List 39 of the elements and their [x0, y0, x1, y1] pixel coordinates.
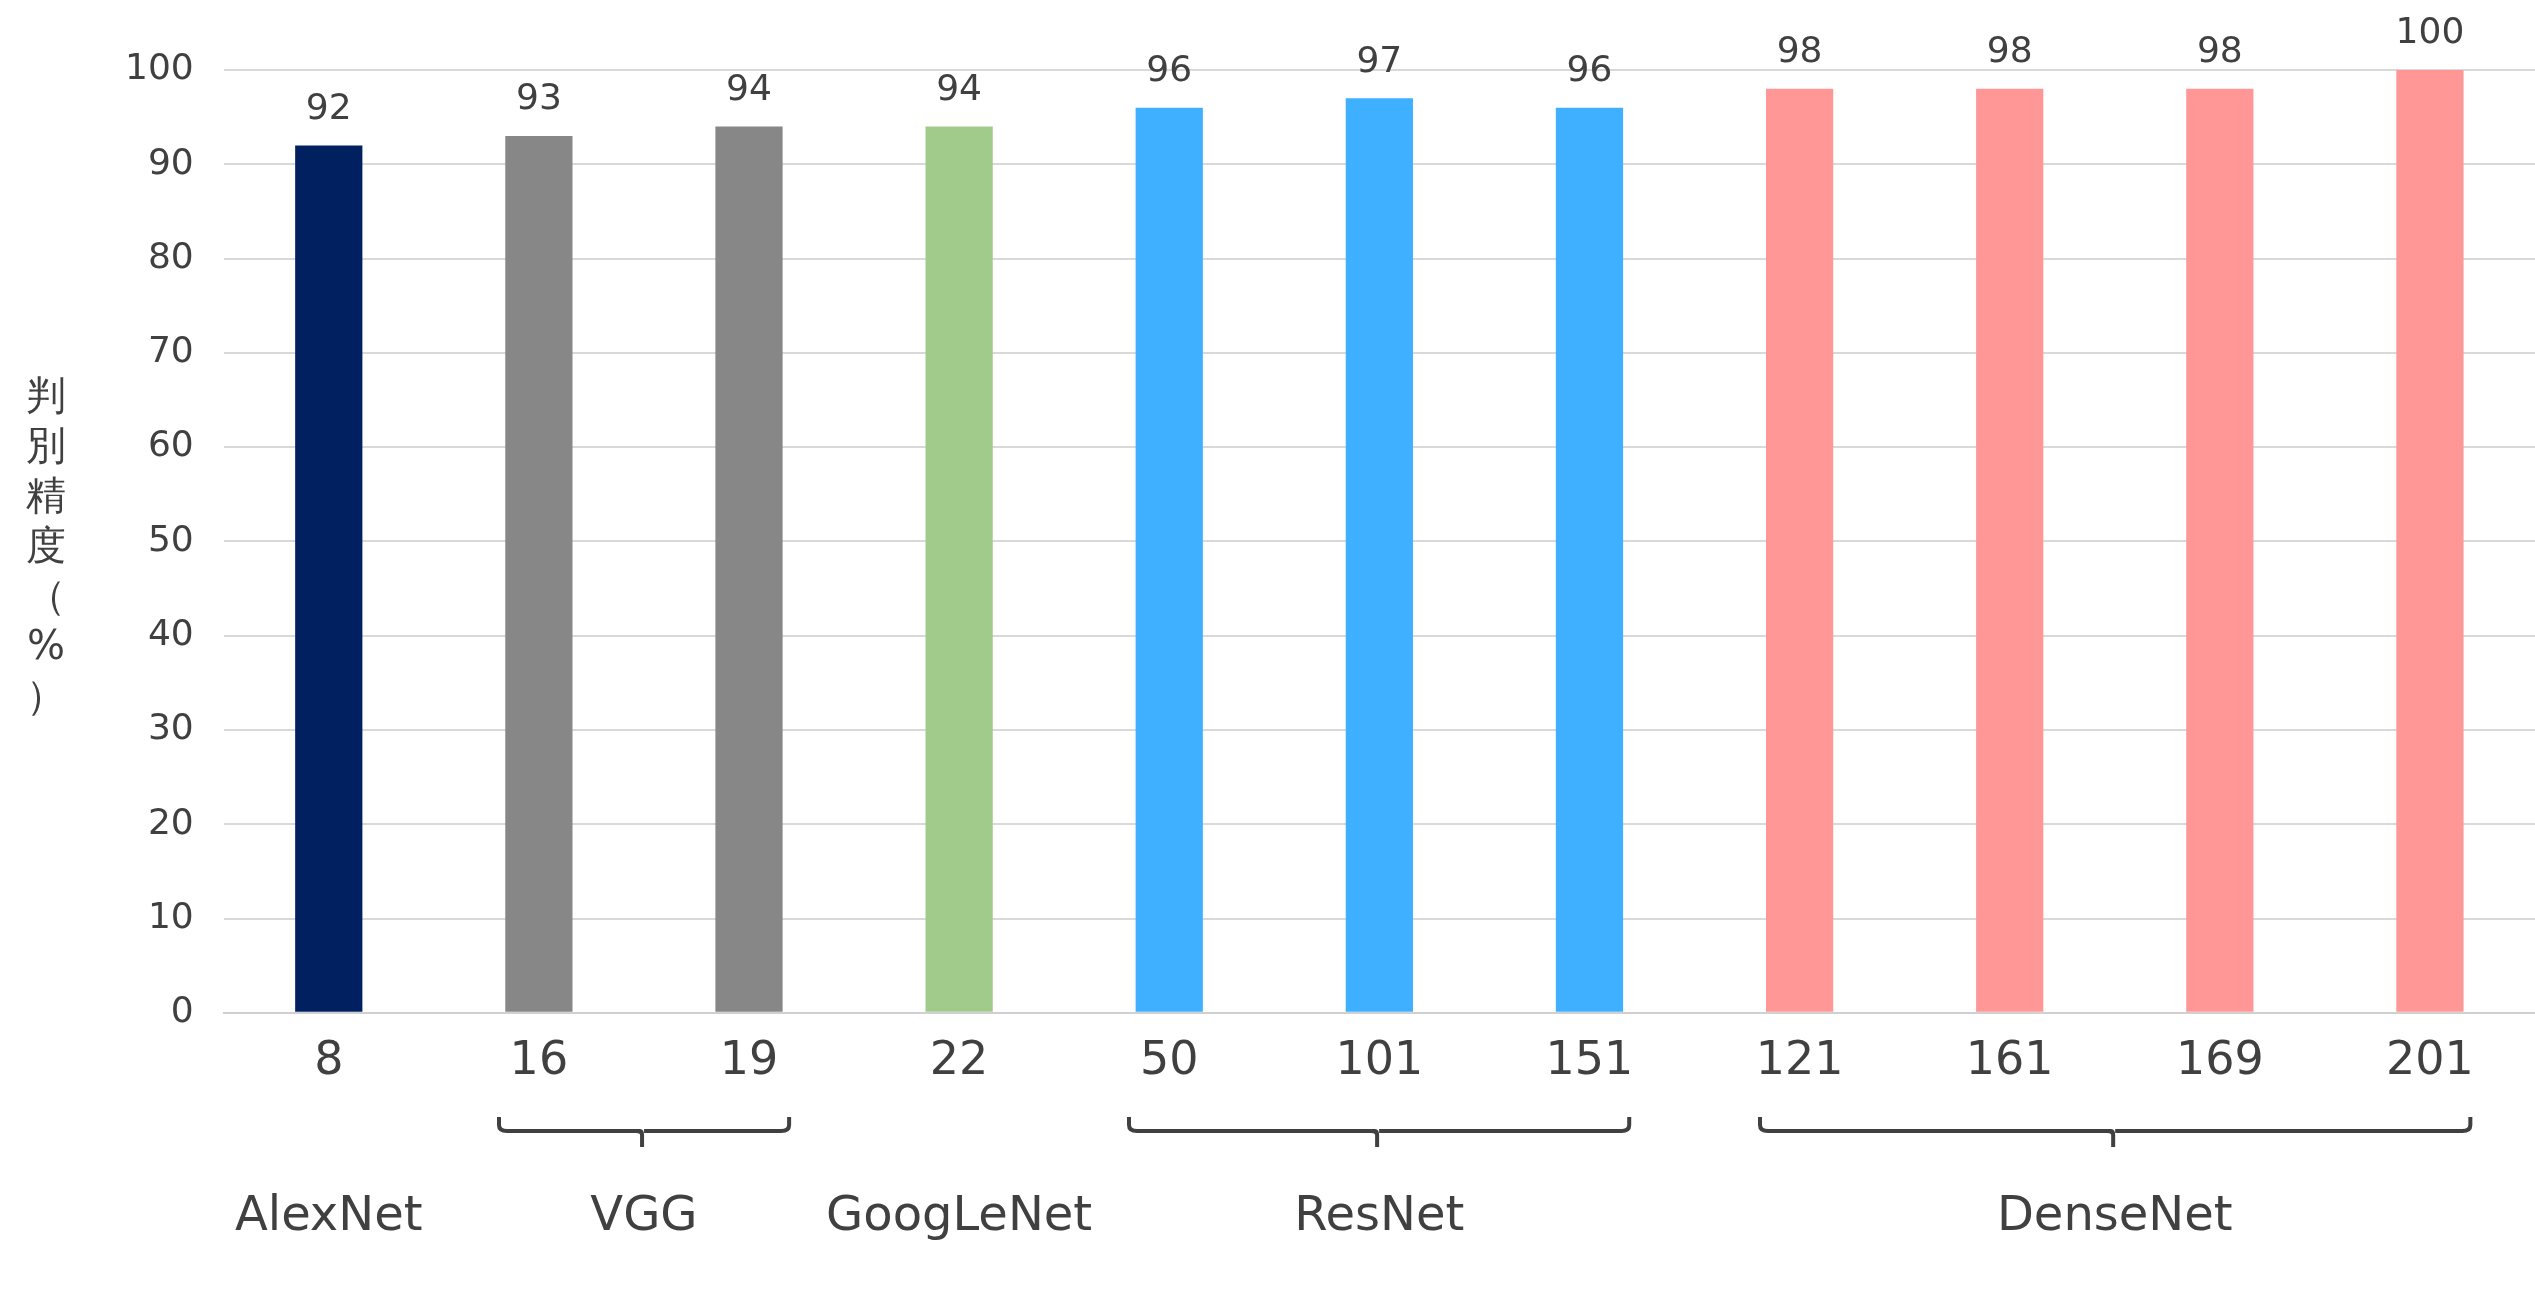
y-tick-label: 80	[147, 234, 194, 276]
x-tick-label: 161	[1965, 1031, 2054, 1086]
data-label: 96	[1566, 48, 1613, 90]
x-tick-label: 50	[1139, 1031, 1199, 1086]
x-tick-label: 8	[314, 1031, 344, 1086]
x-tick-label: 16	[509, 1031, 569, 1086]
data-label: 92	[305, 85, 352, 127]
text: GoogLeNet	[826, 1185, 1093, 1242]
data-label: 93	[515, 76, 562, 118]
text: VGG	[590, 1185, 698, 1242]
x-tick-label: 19	[719, 1031, 779, 1086]
y-tick-label: 10	[147, 894, 194, 936]
x-tick-label: 201	[2386, 1031, 2474, 1086]
y-tick-label: 100	[124, 46, 194, 88]
y-axis-title: 判別精度（%）	[25, 371, 67, 720]
y-tick-label: 60	[147, 423, 194, 465]
text: AlexNet	[235, 1185, 423, 1242]
x-tick-label: 101	[1335, 1031, 1424, 1086]
x-tick-label: 169	[2175, 1031, 2264, 1086]
y-tick-label: 90	[147, 140, 194, 182]
text: ResNet	[1294, 1185, 1465, 1242]
data-label: 98	[1776, 29, 1823, 71]
x-tick-label: 121	[1755, 1031, 1844, 1086]
data-label: 94	[726, 66, 772, 108]
x-tick-label: 151	[1545, 1031, 1634, 1086]
y-tick-label: 30	[147, 706, 194, 748]
data-label: 100	[2395, 10, 2465, 52]
data-label: 98	[2196, 29, 2243, 71]
y-tick-label: 40	[147, 612, 194, 654]
x-tick-label: 22	[929, 1031, 989, 1086]
y-tick-label: 50	[147, 517, 194, 559]
data-label: 94	[936, 66, 983, 108]
data-label: 96	[1146, 48, 1193, 90]
y-tick-label: 70	[147, 329, 194, 371]
y-tick-label: 0	[170, 989, 194, 1031]
text: DenseNet	[1996, 1185, 2233, 1242]
y-tick-label: 20	[147, 800, 194, 842]
data-label: 98	[1986, 29, 2033, 71]
data-label: 97	[1356, 38, 1403, 80]
